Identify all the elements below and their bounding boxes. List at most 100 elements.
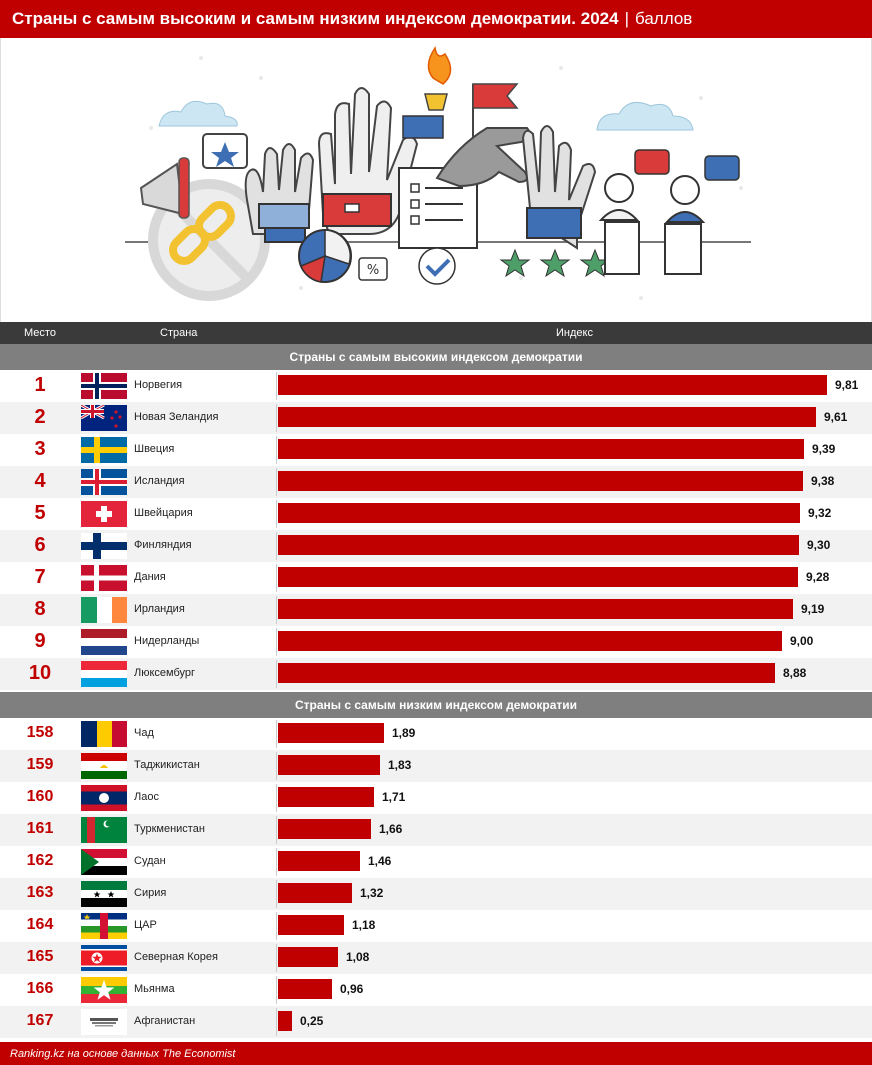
norway-flag — [81, 373, 127, 399]
rank-label: 4 — [34, 469, 46, 492]
row-divider — [276, 752, 277, 780]
index-bar — [278, 407, 816, 427]
country-label: Судан — [134, 855, 166, 867]
row-divider — [276, 596, 277, 624]
row-divider — [276, 784, 277, 812]
svg-text:%: % — [367, 263, 379, 278]
chart-row: 160 Лаос 1,71 — [0, 782, 872, 814]
value-label: 1,08 — [346, 950, 370, 964]
rank-label: 162 — [26, 852, 54, 869]
value-label: 9,19 — [801, 602, 825, 616]
row-divider — [276, 1008, 277, 1036]
value-label: 8,88 — [783, 666, 807, 680]
rank-label: 6 — [34, 533, 46, 556]
index-bar — [278, 915, 344, 935]
chart-row: 158 Чад 1,89 — [0, 718, 872, 750]
value-label: 9,61 — [824, 410, 848, 424]
rank-label: 7 — [34, 565, 46, 588]
row-divider — [276, 976, 277, 1004]
value-label: 1,18 — [352, 918, 376, 932]
chart-row: 2 Новая Зеландия 9,61 — [0, 402, 872, 434]
index-bar — [278, 755, 380, 775]
chart-unit: баллов — [635, 9, 693, 28]
rank-label: 5 — [34, 501, 46, 524]
chart-row: 161 Туркменистан 1,66 — [0, 814, 872, 846]
index-bar — [278, 471, 803, 491]
source-footer: Ranking.kz на основе данных The Economis… — [0, 1042, 872, 1065]
rank-label: 166 — [26, 980, 54, 997]
luxembourg-flag — [81, 661, 127, 687]
country-label: Таджикистан — [134, 759, 200, 771]
rank-label: 2 — [34, 405, 46, 428]
section-header-highest: Страны с самым высоким индексом демократ… — [0, 344, 872, 370]
row-divider — [276, 720, 277, 748]
source-text: Ranking.kz на основе данных The Economis… — [10, 1047, 236, 1060]
row-divider — [276, 848, 277, 876]
rank-label: 1 — [34, 373, 46, 396]
column-header-country: Страна — [160, 327, 198, 339]
column-header-index: Индекс — [556, 327, 593, 339]
row-divider — [276, 532, 277, 560]
country-label: Мьянма — [134, 983, 175, 995]
index-bar — [278, 535, 799, 555]
rank-label: 160 — [26, 788, 54, 805]
rank-label: 165 — [26, 948, 54, 965]
illustration-graphic: % — [125, 46, 751, 301]
chart-row: 166 Мьянма 0,96 — [0, 974, 872, 1006]
rank-label: 167 — [26, 1012, 54, 1029]
index-bar — [278, 503, 800, 523]
chart-row: 167 Афганистан 0,25 — [0, 1006, 872, 1038]
democracy-illustration: % — [0, 38, 872, 322]
rank-label: 9 — [34, 629, 46, 652]
value-label: 9,32 — [808, 506, 832, 520]
row-divider — [276, 944, 277, 972]
index-bar — [278, 819, 371, 839]
chart-row: 10 Люксембург 8,88 — [0, 658, 872, 690]
row-divider — [276, 564, 277, 592]
section-header-lowest: Страны с самым низким индексом демократи… — [0, 692, 872, 718]
car-flag — [81, 913, 127, 939]
rank-label: 161 — [26, 820, 54, 837]
value-label: 1,46 — [368, 854, 392, 868]
north-korea-flag — [81, 945, 127, 971]
country-label: Туркменистан — [134, 823, 205, 835]
denmark-flag — [81, 565, 127, 591]
row-divider — [276, 436, 277, 464]
index-bar — [278, 631, 782, 651]
row-divider — [276, 404, 277, 432]
column-header-rank: Место — [24, 327, 56, 339]
index-bar — [278, 947, 338, 967]
rank-label: 164 — [26, 916, 54, 933]
value-label: 0,25 — [300, 1014, 324, 1028]
myanmar-flag — [81, 977, 127, 1003]
index-bar — [278, 439, 804, 459]
finland-flag — [81, 533, 127, 559]
row-divider — [276, 880, 277, 908]
ireland-flag — [81, 597, 127, 623]
sudan-flag — [81, 849, 127, 875]
country-label: Финляндия — [134, 539, 192, 551]
index-bar — [278, 883, 352, 903]
value-label: 9,00 — [790, 634, 814, 648]
country-label: Нидерланды — [134, 635, 200, 647]
row-divider — [276, 372, 277, 400]
chart-row: 164 ЦАР 1,18 — [0, 910, 872, 942]
country-label: ЦАР — [134, 919, 157, 931]
index-bar — [278, 567, 798, 587]
sweden-flag — [81, 437, 127, 463]
rank-label: 163 — [26, 884, 54, 901]
value-label: 9,30 — [807, 538, 831, 552]
tajikistan-flag — [81, 753, 127, 779]
turkmenistan-flag — [81, 817, 127, 843]
chart-row: 162 Судан 1,46 — [0, 846, 872, 878]
column-header-bar: Место Страна Индекс — [0, 322, 872, 344]
value-label: 1,71 — [382, 790, 406, 804]
title-separator: | — [624, 9, 629, 28]
value-label: 1,89 — [392, 726, 416, 740]
rank-label: 158 — [26, 724, 54, 741]
country-label: Сирия — [134, 887, 167, 899]
value-label: 1,83 — [388, 758, 412, 772]
index-bar — [278, 663, 775, 683]
rank-label: 8 — [34, 597, 46, 620]
value-label: 9,39 — [812, 442, 836, 456]
